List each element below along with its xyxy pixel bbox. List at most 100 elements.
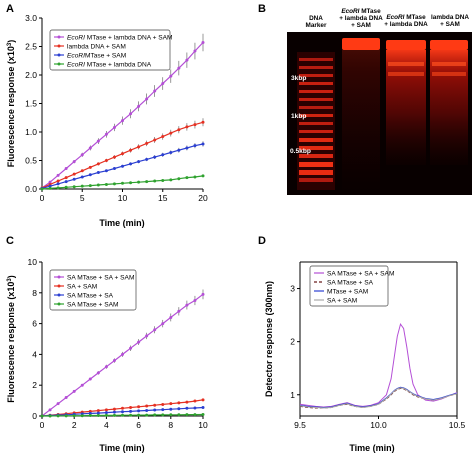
legend-marker — [57, 53, 61, 57]
data-point — [153, 155, 157, 159]
data-point — [201, 406, 205, 410]
data-point — [121, 413, 124, 417]
data-point — [153, 138, 157, 142]
series-line-1 — [299, 387, 458, 409]
data-point — [161, 82, 165, 86]
y-tick-label: 3.0 — [25, 13, 37, 23]
chart-a-x-axis-title: Time (min) — [99, 218, 144, 228]
data-point — [80, 169, 84, 173]
data-point — [153, 413, 157, 417]
data-point — [177, 177, 181, 181]
data-point — [137, 180, 141, 184]
data-point — [56, 414, 60, 418]
lane-header-1: DNA Marker — [306, 15, 327, 29]
x-tick-label: 5 — [80, 193, 85, 203]
data-point — [80, 414, 84, 418]
data-point — [137, 104, 141, 108]
data-point — [64, 396, 68, 400]
data-point — [193, 413, 197, 417]
legend-box — [49, 29, 171, 71]
data-point — [169, 178, 173, 182]
lane-4-smear — [430, 40, 468, 165]
data-point — [185, 406, 189, 410]
data-point — [121, 352, 124, 356]
data-point — [80, 184, 84, 188]
data-point — [96, 409, 100, 413]
data-point — [137, 160, 141, 164]
data-point — [153, 328, 157, 332]
data-point — [88, 184, 92, 188]
legend-entry: SA MTase + SA + SAM — [327, 270, 394, 277]
data-point — [137, 405, 141, 409]
y-tick-label: 6 — [32, 319, 37, 329]
data-point — [185, 400, 189, 404]
data-point — [80, 153, 84, 157]
data-point — [64, 176, 68, 180]
marker-label-05kbp: 0.5kbp — [290, 148, 311, 155]
data-point — [121, 410, 124, 414]
legend-entry: SA MTase + SA — [67, 292, 114, 299]
data-point — [104, 365, 108, 369]
data-point — [161, 413, 165, 417]
chart-c-x-axis-title: Time (min) — [99, 443, 144, 453]
y-tick-label: 2.5 — [25, 42, 37, 52]
data-point — [169, 402, 173, 406]
legend-entry: SA + SAM — [67, 283, 97, 290]
data-point — [137, 409, 141, 413]
y-tick-label: 0.5 — [25, 156, 37, 166]
y-tick-label: 1 — [290, 390, 295, 400]
data-point — [64, 166, 68, 170]
data-point — [169, 74, 173, 78]
data-point — [193, 144, 197, 148]
legend-entry: SA + SAM — [327, 297, 357, 304]
marker-ladder — [297, 52, 335, 190]
data-point — [48, 184, 52, 188]
data-point — [185, 125, 189, 129]
legend-entry: lambda DNA + SAM — [67, 43, 126, 50]
data-point — [153, 403, 157, 407]
data-point — [169, 315, 173, 319]
data-point — [129, 413, 133, 417]
gel-image: DNA Marker EcoRI MTase + lambda DNA + SA… — [287, 8, 472, 195]
data-point — [48, 180, 52, 184]
data-point — [112, 407, 116, 411]
data-point — [72, 177, 76, 181]
data-point — [145, 404, 149, 408]
data-point — [72, 414, 76, 418]
data-point — [129, 346, 133, 350]
data-point — [121, 164, 124, 168]
data-point — [193, 406, 197, 410]
data-point — [129, 162, 133, 166]
x-tick-label: 10 — [198, 420, 208, 430]
data-point — [88, 377, 92, 381]
data-point — [121, 119, 124, 123]
svg-text:+ lambda DNA: + lambda DNA — [384, 21, 428, 28]
legend-entry: EcoRI MTase + lambda DNA — [67, 61, 152, 68]
data-point — [129, 148, 133, 152]
data-point — [112, 155, 116, 159]
data-point — [112, 166, 116, 170]
data-point — [177, 66, 181, 70]
lane-2-smear — [342, 38, 380, 190]
data-point — [137, 145, 141, 149]
y-tick-label: 3 — [290, 284, 295, 294]
data-point — [112, 182, 116, 186]
data-point — [96, 183, 100, 187]
x-tick-label: 9.5 — [294, 420, 306, 430]
data-point — [185, 176, 189, 180]
legend-box — [49, 269, 137, 311]
data-point — [121, 406, 124, 410]
data-point — [64, 185, 68, 189]
data-point — [169, 413, 173, 417]
data-point — [185, 146, 189, 150]
x-tick-label: 2 — [72, 420, 77, 430]
data-point — [201, 120, 205, 124]
series-line-0 — [299, 322, 458, 408]
data-point — [201, 41, 205, 45]
y-tick-label: 0.0 — [25, 184, 37, 194]
data-point — [161, 322, 165, 326]
x-tick-label: 6 — [136, 420, 141, 430]
data-point — [193, 175, 197, 179]
data-point — [40, 187, 44, 191]
